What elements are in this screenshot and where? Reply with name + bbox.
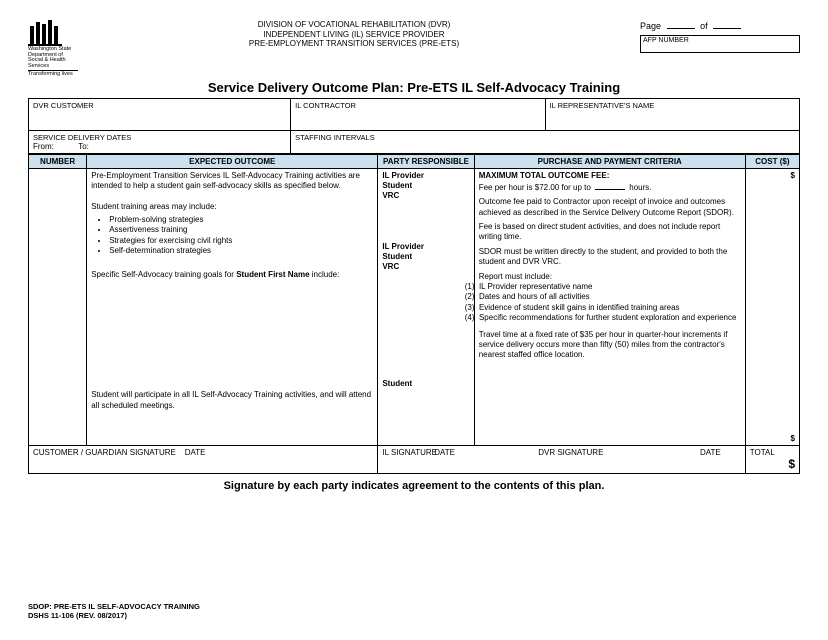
preets-line: PRE-EMPLOYMENT TRANSITION SERVICES (PRE-…: [78, 39, 630, 49]
division-line: DIVISION OF VOCATIONAL REHABILITATION (D…: [78, 20, 630, 30]
page-title: Service Delivery Outcome Plan: Pre-ETS I…: [28, 80, 800, 95]
intro-text: Pre-Employment Transition Services IL Se…: [91, 171, 373, 192]
dvr-customer-field[interactable]: DVR CUSTOMER: [29, 98, 291, 130]
max-fee-label: MAXIMUM TOTAL OUTCOME FEE:: [479, 171, 741, 181]
list-item: Problem-solving strategies: [109, 215, 373, 225]
page-total-field[interactable]: [713, 20, 741, 29]
cost-dollar-2: $: [750, 434, 795, 443]
goals-line: Specific Self-Advocacy training goals fo…: [91, 270, 373, 280]
party-block-1: IL Provider Student VRC: [382, 171, 469, 202]
payment-criteria-cell: MAXIMUM TOTAL OUTCOME FEE: Fee per hour …: [474, 168, 745, 445]
travel-text: Travel time at a fixed rate of $35 per h…: [479, 330, 741, 361]
page-indicator: Page of: [640, 20, 800, 31]
info-table: DVR CUSTOMER IL CONTRACTOR IL REPRESENTA…: [28, 98, 800, 154]
fee-line: Fee per hour is $72.00 for up to hours.: [479, 181, 741, 193]
header-center: DIVISION OF VOCATIONAL REHABILITATION (D…: [78, 20, 630, 49]
agency-logo: Washington State Department of Social & …: [28, 20, 78, 78]
agreement-text: Signature by each party indicates agreem…: [28, 480, 800, 492]
col-expected: EXPECTED OUTCOME: [87, 154, 378, 168]
payment-para-3: SDOR must be written directly to the stu…: [479, 247, 741, 268]
footer-title: SDOP: PRE-ETS IL SELF-ADVOCACY TRAINING: [28, 602, 200, 611]
customer-signature-field[interactable]: CUSTOMER / GUARDIAN SIGNATURE DATE: [29, 445, 378, 473]
number-cell[interactable]: [29, 168, 87, 445]
il-signature-field[interactable]: IL SIGNATURE: [378, 445, 474, 473]
footer: SDOP: PRE-ETS IL SELF-ADVOCACY TRAINING …: [28, 602, 200, 620]
header-right: Page of AFP NUMBER: [630, 20, 800, 53]
party-block-2: IL Provider Student VRC: [382, 242, 469, 273]
form-number: DSHS 11-106 (REV. 08/2017): [28, 611, 200, 620]
col-party: PARTY RESPONSIBLE: [378, 154, 474, 168]
total-cell[interactable]: TOTAL $: [745, 445, 799, 473]
agency-text: Washington State Department of Social & …: [28, 47, 78, 78]
list-item: Assertiveness training: [109, 225, 373, 235]
staffing-field[interactable]: STAFFING INTERVALS: [291, 130, 800, 153]
list-item: Self-determination strategies: [109, 246, 373, 256]
col-purchase: PURCHASE AND PAYMENT CRITERIA: [474, 154, 745, 168]
areas-lead: Student training areas may include:: [91, 202, 373, 212]
page-current-field[interactable]: [667, 20, 695, 29]
il-rep-field[interactable]: IL REPRESENTATIVE'S NAME: [545, 98, 799, 130]
service-dates-field[interactable]: SERVICE DELIVERY DATES From: To:: [29, 130, 291, 153]
participate-text: Student will participate in all IL Self-…: [91, 390, 373, 411]
report-lead: Report must include:: [479, 272, 741, 282]
table-body-row: Pre-Employment Transition Services IL Se…: [29, 168, 800, 445]
dvr-signature-field[interactable]: DATE DVR SIGNATURE DATE: [474, 445, 745, 473]
il-contractor-field[interactable]: IL CONTRACTOR: [291, 98, 545, 130]
col-number: NUMBER: [29, 154, 87, 168]
party-block-3: Student: [382, 379, 469, 389]
payment-para-1: Outcome fee paid to Contractor upon rece…: [479, 197, 741, 218]
party-responsible-cell: IL Provider Student VRC IL Provider Stud…: [378, 168, 474, 445]
outcome-table: NUMBER EXPECTED OUTCOME PARTY RESPONSIBL…: [28, 154, 800, 474]
training-areas-list: Problem-solving strategies Assertiveness…: [109, 215, 373, 257]
table-header-row: NUMBER EXPECTED OUTCOME PARTY RESPONSIBL…: [29, 154, 800, 168]
report-items-list: (1) IL Provider representative name (2) …: [479, 282, 741, 324]
cost-dollar-1: $: [750, 171, 795, 180]
total-dollar: $: [750, 457, 795, 471]
il-line: INDEPENDENT LIVING (IL) SERVICE PROVIDER: [78, 30, 630, 40]
hours-field[interactable]: [595, 181, 625, 190]
afp-number-field[interactable]: AFP NUMBER: [640, 35, 800, 53]
col-cost: COST ($): [745, 154, 799, 168]
expected-outcome-cell: Pre-Employment Transition Services IL Se…: [87, 168, 378, 445]
student-name: Student First Name: [236, 270, 309, 279]
list-item: Strategies for exercising civil rights: [109, 236, 373, 246]
payment-para-2: Fee is based on direct student activitie…: [479, 222, 741, 243]
cost-cell[interactable]: $ $: [745, 168, 799, 445]
building-icon: [28, 20, 64, 46]
signature-row: CUSTOMER / GUARDIAN SIGNATURE DATE IL SI…: [29, 445, 800, 473]
header: Washington State Department of Social & …: [28, 20, 800, 78]
